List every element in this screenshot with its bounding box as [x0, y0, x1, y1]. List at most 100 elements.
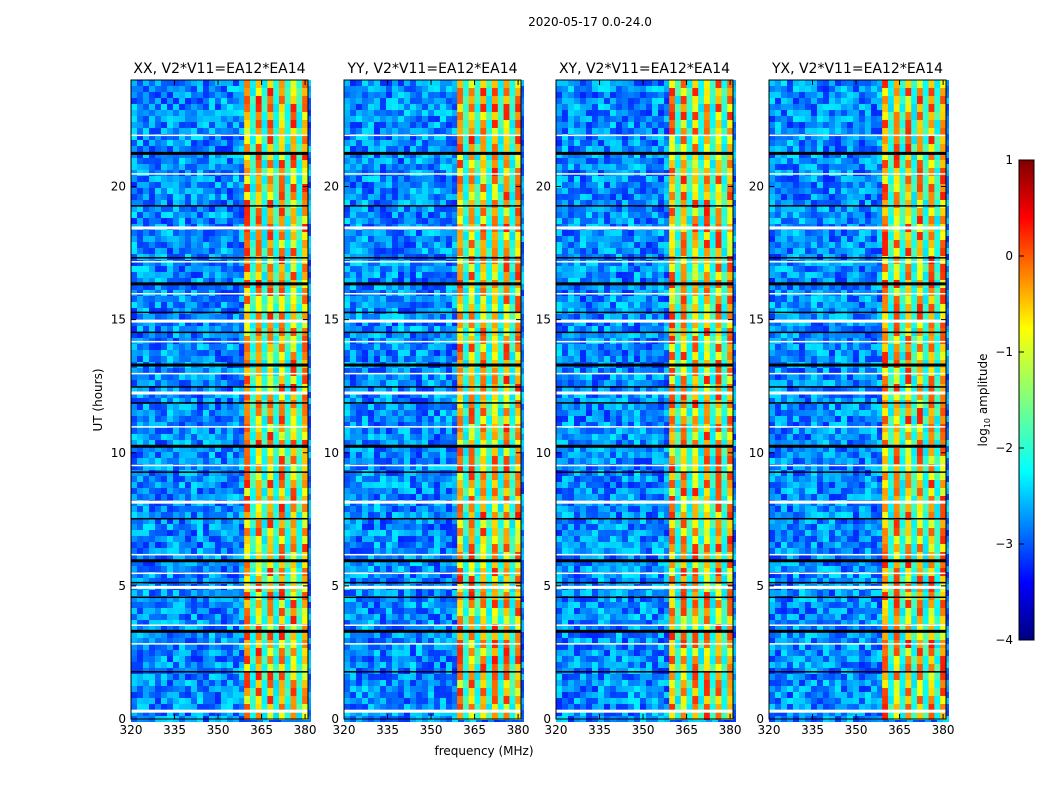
noise-cell — [161, 440, 167, 446]
noise-cell — [191, 554, 197, 560]
noise-cell — [233, 704, 239, 710]
band-cell — [267, 176, 274, 184]
noise-cell — [143, 410, 149, 416]
band-cell — [284, 352, 292, 360]
noise-cell — [167, 488, 173, 494]
band-cell — [284, 480, 292, 488]
noise-cell — [209, 416, 215, 422]
noise-cell — [215, 206, 221, 212]
noise-cell — [161, 194, 167, 200]
noise-cell — [137, 638, 143, 644]
noise-cell — [362, 218, 368, 224]
noise-cell — [380, 212, 386, 218]
noise-cell — [416, 194, 422, 200]
noise-cell — [380, 92, 386, 98]
noise-cell — [227, 464, 233, 470]
noise-cell — [221, 518, 227, 524]
noise-cell — [137, 128, 143, 134]
noise-cell — [428, 242, 434, 248]
noise-cell — [179, 422, 185, 428]
noise-cell — [233, 98, 239, 104]
noise-cell — [155, 254, 161, 260]
noise-cell — [161, 668, 167, 674]
noise-cell — [215, 578, 221, 584]
noise-cell — [239, 698, 245, 704]
noise-cell — [344, 236, 350, 242]
band-cell — [278, 160, 286, 168]
noise-cell — [356, 122, 362, 128]
noise-cell — [239, 530, 245, 536]
band-cell — [302, 488, 309, 496]
noise-cell — [215, 512, 221, 518]
band-cell — [244, 496, 251, 504]
noise-cell — [197, 260, 203, 266]
noise-cell — [185, 296, 191, 302]
noise-cell — [227, 80, 233, 86]
noise-cell — [368, 230, 374, 236]
noise-cell — [374, 242, 380, 248]
noise-cell — [221, 284, 227, 290]
noise-cell — [362, 80, 368, 86]
noise-cell — [374, 92, 380, 98]
band-cell — [284, 384, 292, 392]
noise-cell — [149, 542, 155, 548]
noise-cell — [143, 248, 149, 254]
noise-cell — [434, 164, 440, 170]
band-cell — [296, 80, 303, 88]
noise-cell — [215, 308, 221, 314]
band-cell — [244, 416, 251, 424]
noise-cell — [173, 206, 179, 212]
band-cell — [244, 296, 251, 304]
noise-cell — [131, 608, 137, 614]
noise-cell — [185, 512, 191, 518]
noise-cell — [215, 632, 221, 638]
flagged-row — [131, 517, 308, 520]
noise-cell — [155, 320, 161, 326]
noise-cell — [239, 536, 245, 542]
noise-cell — [221, 110, 227, 116]
noise-cell — [233, 350, 239, 356]
noise-cell — [344, 170, 350, 176]
band-cell — [255, 288, 263, 296]
noise-cell — [203, 524, 209, 530]
noise-cell — [191, 86, 197, 92]
noise-cell — [416, 110, 422, 116]
noise-cell — [227, 194, 233, 200]
band-cell — [296, 368, 303, 376]
noise-cell — [404, 110, 410, 116]
noise-cell — [209, 368, 215, 374]
noise-cell — [143, 368, 149, 374]
noise-cell — [197, 206, 203, 212]
noise-cell — [191, 440, 197, 446]
noise-cell — [155, 170, 161, 176]
noise-cell — [239, 350, 245, 356]
noise-cell — [239, 488, 245, 494]
noise-cell — [167, 308, 173, 314]
noise-cell — [221, 152, 227, 158]
noise-cell — [167, 170, 173, 176]
noise-cell — [191, 470, 197, 476]
noise-cell — [227, 416, 233, 422]
noise-cell — [167, 680, 173, 686]
noise-cell — [398, 146, 404, 152]
noise-cell — [197, 368, 203, 374]
noise-cell — [149, 260, 155, 266]
noise-cell — [179, 608, 185, 614]
noise-cell — [155, 80, 161, 86]
noise-cell — [215, 446, 221, 452]
noise-cell — [131, 644, 137, 650]
band-cell — [249, 376, 257, 384]
noise-cell — [131, 656, 137, 662]
band-cell — [290, 296, 297, 304]
noise-cell — [221, 386, 227, 392]
noise-cell — [179, 344, 185, 350]
noise-cell — [143, 314, 149, 320]
noise-cell — [137, 710, 143, 716]
noise-cell — [143, 188, 149, 194]
noise-cell — [374, 98, 380, 104]
noise-cell — [203, 710, 209, 716]
noise-cell — [149, 446, 155, 452]
noise-cell — [149, 656, 155, 662]
noise-cell — [239, 548, 245, 554]
noise-cell — [191, 188, 197, 194]
